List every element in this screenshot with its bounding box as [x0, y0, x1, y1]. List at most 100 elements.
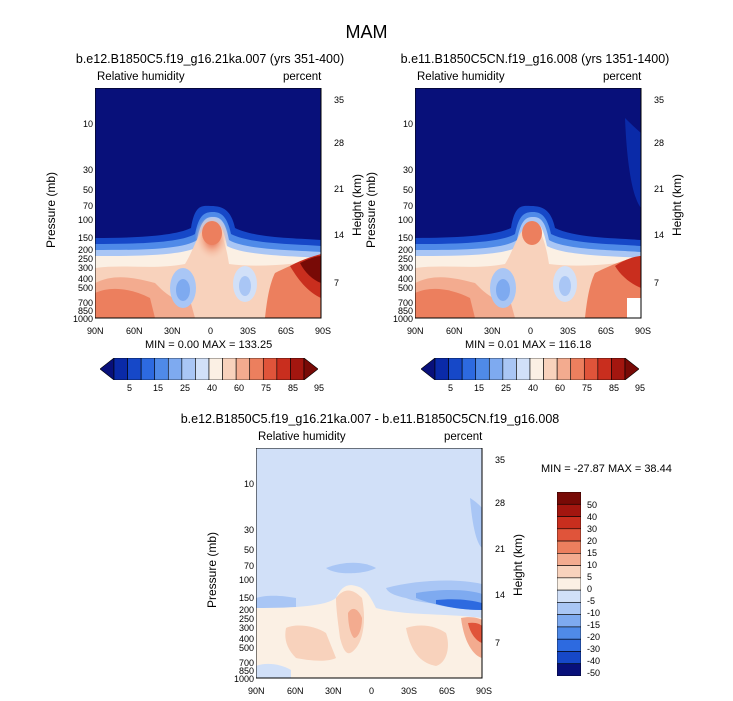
panel3-colorbar	[556, 491, 582, 677]
colorbar-swatch	[154, 357, 169, 381]
y-tick: 50	[243, 545, 254, 555]
panel3-y-axis-title: Pressure (mb)	[205, 531, 219, 608]
y-tick: 70	[402, 201, 413, 211]
colorbar-swatch	[543, 357, 558, 381]
panel2-x-ticks: 90N 60N 30N 0 30S 60S 90S	[405, 326, 655, 338]
panel2-colorbar	[420, 357, 640, 381]
colorbar-swatch	[556, 491, 582, 505]
y-tick: 10	[243, 479, 254, 489]
panel3-variable-label: Relative humidity	[258, 431, 346, 443]
colorbar-label: 10	[587, 560, 598, 570]
y-tick: 50	[402, 185, 413, 195]
y-tick: 30	[82, 165, 93, 175]
colorbar-label: -15	[587, 620, 601, 630]
y2-tick: 7	[654, 278, 660, 288]
colorbar-swatch	[290, 357, 305, 381]
colorbar-swatch	[249, 357, 264, 381]
colorbar-swatch	[597, 357, 612, 381]
y-tick: 400	[238, 634, 254, 644]
y-tick: 100	[238, 575, 254, 585]
y2-tick: 35	[654, 95, 665, 105]
colorbar-swatch	[556, 614, 582, 628]
colorbar-swatch	[556, 602, 582, 615]
colorbar-swatch	[99, 357, 115, 381]
colorbar-swatch	[556, 651, 582, 665]
y2-tick: 21	[654, 184, 665, 194]
colorbar-swatch	[556, 577, 582, 591]
x-tick: 0	[528, 326, 534, 336]
x-tick: 90N	[407, 326, 424, 336]
panel1-units-label: percent	[283, 71, 322, 83]
y-tick: 150	[77, 233, 93, 243]
colorbar-swatch	[475, 357, 490, 381]
panel2-title: b.e11.B1850C5CN.f19_g16.008 (yrs 1351-14…	[400, 52, 670, 66]
colorbar-swatch	[556, 638, 582, 652]
x-tick: 60S	[278, 326, 295, 336]
y-tick: 250	[397, 254, 413, 264]
y-tick: 150	[238, 593, 254, 603]
x-tick: 30N	[484, 326, 501, 336]
y-tick: 700	[238, 658, 254, 668]
y-tick: 50	[82, 185, 93, 195]
colorbar-swatch	[303, 357, 319, 381]
panel3-title: b.e12.B1850C5.f19_g16.21ka.007 - b.e11.B…	[180, 412, 560, 426]
y-tick: 500	[397, 283, 413, 293]
y2-tick: 7	[334, 278, 340, 288]
colorbar-swatch	[235, 357, 251, 381]
panel1-colorbar-labels: 5 15 25 40 60 75 85 95	[100, 383, 324, 395]
colorbar-label: 95	[314, 383, 325, 393]
y-tick: 400	[77, 274, 93, 284]
colorbar-label: 85	[609, 383, 620, 393]
colorbar-label: 15	[587, 548, 598, 558]
y-tick: 500	[77, 283, 93, 293]
colorbar-label: 30	[587, 524, 598, 534]
panel1-y-axis-title: Pressure (mb)	[44, 171, 58, 248]
x-tick: 90S	[315, 326, 332, 336]
panel3-colorbar-labels: 50 40 30 20 15 10 5 0 -5 -10 -15 -20 -30…	[587, 492, 617, 682]
x-tick: 90N	[87, 326, 104, 336]
colorbar-label: -10	[587, 608, 601, 618]
y-tick: 70	[82, 201, 93, 211]
y-tick: 1000	[392, 314, 413, 324]
x-tick: 60N	[446, 326, 463, 336]
colorbar-swatch	[222, 357, 237, 381]
panel2-variable-label: Relative humidity	[417, 71, 505, 83]
y-tick: 700	[77, 298, 93, 308]
panel2-min-max: MIN = 0.01 MAX = 116.18	[465, 339, 592, 351]
x-tick: 60N	[287, 686, 304, 696]
panel2-y-ticks: 1000 850 700 500 400 300 250 200 150 100…	[370, 90, 413, 324]
x-tick: 90S	[635, 326, 652, 336]
colorbar-label: -5	[587, 596, 596, 606]
x-tick: 60N	[126, 326, 143, 336]
y-tick: 500	[238, 643, 254, 653]
y2-tick: 14	[495, 590, 506, 600]
x-tick: 0	[369, 686, 375, 696]
colorbar-swatch	[461, 357, 477, 381]
y2-tick: 14	[654, 230, 665, 240]
y-tick: 300	[397, 263, 413, 273]
y-tick: 850	[397, 306, 413, 316]
colorbar-swatch	[420, 357, 436, 381]
y-tick: 100	[397, 215, 413, 225]
colorbar-label: 40	[587, 512, 598, 522]
panel1-y-ticks: 1000 850 700 500 400 300 250 200 150 100…	[50, 90, 93, 324]
colorbar-swatch	[181, 357, 196, 381]
panel1-y2-axis-title: Height (km)	[350, 173, 364, 236]
y2-tick: 35	[334, 95, 345, 105]
colorbar-swatch	[434, 357, 449, 381]
colorbar-swatch	[113, 357, 128, 381]
panel1-x-ticks: 90N 60N 30N 0 30S 60S 90S	[85, 326, 335, 338]
colorbar-swatch	[529, 357, 544, 381]
x-tick: 90S	[476, 686, 493, 696]
y2-tick: 28	[495, 498, 506, 508]
y-tick: 200	[397, 245, 413, 255]
panel3-plot	[256, 448, 483, 679]
colorbar-swatch	[624, 357, 640, 381]
x-tick: 60S	[439, 686, 456, 696]
y-tick: 300	[238, 623, 254, 633]
colorbar-swatch	[488, 357, 504, 381]
colorbar-swatch	[448, 357, 463, 381]
y-tick: 300	[77, 263, 93, 273]
colorbar-swatch	[556, 357, 572, 381]
y2-tick: 14	[334, 230, 345, 240]
